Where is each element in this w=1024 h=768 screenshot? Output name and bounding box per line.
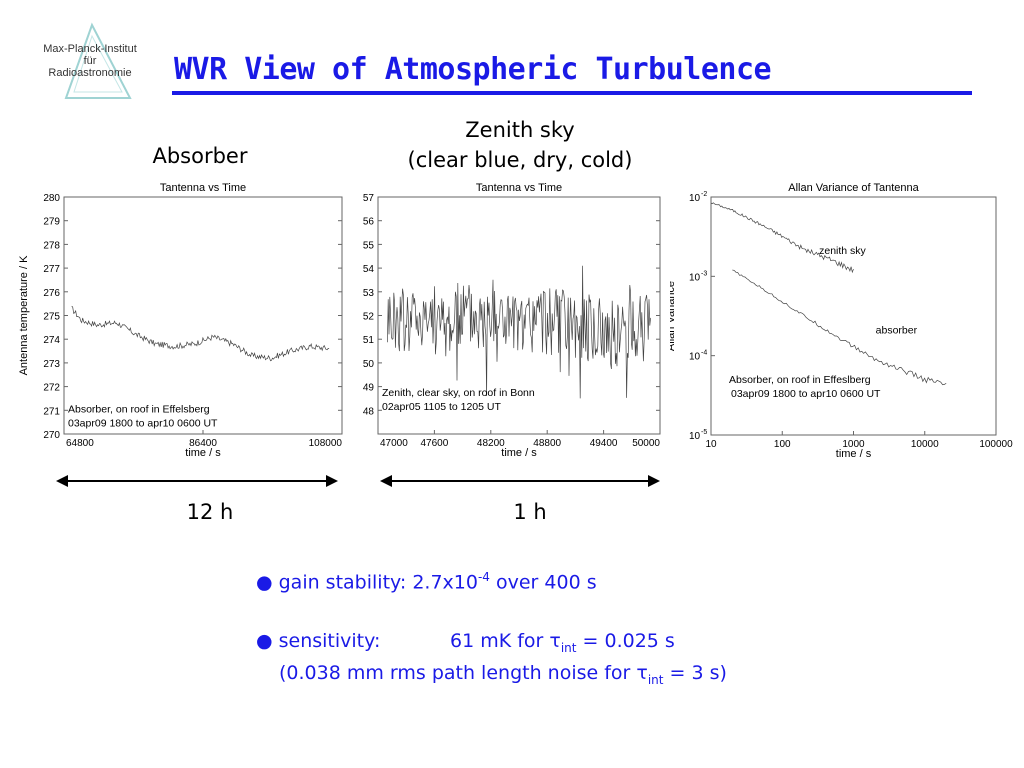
- chart-allan-variance: Allan Variance of Tantenna time / s Allan …: [670, 182, 1013, 460]
- y-tick-label: 52: [363, 312, 375, 323]
- y-tick-exponent: -4: [701, 350, 707, 357]
- x-tick-label: 100: [774, 439, 791, 450]
- sensitivity-value: 61 mK for τ: [450, 630, 561, 652]
- duration-arrow-right: [380, 475, 660, 487]
- y-tick-label: 53: [363, 288, 375, 299]
- x-tick-label: 108000: [309, 438, 343, 449]
- y-tick-exponent: -2: [701, 191, 707, 198]
- chart-annotation: 03apr09 1800 to apr10 0600 UT: [68, 418, 218, 430]
- x-tick-label: 47600: [420, 438, 448, 449]
- y-tick-label: 274: [43, 335, 60, 346]
- y-tick-label: 50: [363, 359, 375, 370]
- x-tick-label: 47000: [380, 438, 408, 449]
- chart-title: Tantenna vs Time: [160, 182, 246, 194]
- y-tick-label: 278: [43, 240, 60, 251]
- plot-frame: [63, 196, 343, 435]
- x-axis-label: time / s: [501, 447, 537, 459]
- y-tick-label: 273: [43, 359, 60, 370]
- y-tick-label: 56: [363, 217, 375, 228]
- y-axis-label: Allan Variance: [670, 281, 677, 351]
- y-tick-label: 271: [43, 406, 60, 417]
- x-tick-label: 100000: [979, 439, 1013, 450]
- duration-1h: 1 h: [513, 500, 547, 524]
- y-tick-label: 10: [689, 272, 701, 283]
- y-tick-label: 276: [43, 288, 60, 299]
- x-tick-label: 10: [705, 439, 717, 450]
- duration-12h: 12 h: [186, 500, 234, 524]
- y-tick-label: 54: [363, 264, 375, 275]
- y-tick-exponent: -3: [701, 270, 707, 277]
- sensitivity-subscript: int: [560, 640, 577, 655]
- y-tick-label: 55: [363, 240, 375, 251]
- x-tick-label: 10000: [911, 439, 939, 450]
- slide-title: WVR View of Atmospheric Turbulence: [174, 52, 772, 87]
- series-line: [387, 265, 651, 399]
- logo-line: für: [83, 55, 97, 67]
- duration-arrow-left: [56, 475, 338, 487]
- y-tick-label: 272: [43, 383, 60, 394]
- x-axis-label: time / s: [185, 447, 221, 459]
- y-tick-label: 279: [43, 217, 60, 228]
- chart-absorber-timeseries: Tantenna vs Time time / s Antenna temperat…: [18, 182, 343, 459]
- caption-absorber: Absorber: [152, 144, 248, 168]
- gain-suffix: over 400 s: [489, 571, 597, 594]
- x-tick-label: 48200: [477, 438, 505, 449]
- chart-annotation: 03apr09 1800 to apr10 0600 UT: [731, 388, 881, 400]
- y-tick-label: 280: [43, 193, 60, 204]
- y-tick-label: 275: [43, 312, 60, 323]
- x-tick-label: 1000: [842, 439, 865, 450]
- series-line: [71, 305, 330, 362]
- sensitivity-prefix: ● sensitivity:: [256, 630, 381, 652]
- caption-zenith-line2: (clear blue, dry, cold): [407, 148, 633, 172]
- title-underline: [172, 91, 972, 95]
- y-tick-label: 10: [689, 352, 701, 363]
- y-tick-label: 57: [363, 193, 375, 204]
- series-label: zenith sky: [819, 245, 866, 257]
- caption-zenith-line1: Zenith sky: [465, 118, 575, 142]
- sensitivity-suffix: = 0.025 s: [576, 630, 675, 652]
- y-tick-label: 48: [363, 406, 375, 417]
- x-tick-label: 48800: [533, 438, 561, 449]
- noise-subscript: int: [647, 672, 664, 687]
- chart-annotation: 02apr05 1105 to 1205 UT: [382, 401, 501, 413]
- bullet-noise-line: (0.038 mm rms path length noise for τint…: [279, 662, 727, 687]
- noise-prefix: (0.038 mm rms path length noise for τ: [279, 662, 648, 684]
- chart-title: Allan Variance of Tantenna: [788, 182, 919, 194]
- bullet-sensitivity: ● sensitivity:: [256, 630, 380, 652]
- gain-exponent: -4: [477, 570, 490, 584]
- x-tick-label: 86400: [189, 438, 217, 449]
- y-tick-label: 10: [689, 193, 701, 204]
- chart-annotation: Absorber, on roof in Effelsberg: [68, 404, 210, 416]
- x-tick-label: 50000: [632, 438, 660, 449]
- y-tick-label: 10: [689, 431, 701, 442]
- series-line: [710, 202, 854, 274]
- y-tick-label: 270: [43, 430, 60, 441]
- series-line: [732, 269, 947, 386]
- x-axis-label: time / s: [836, 448, 872, 460]
- logo-line: Max-Planck-Institut: [43, 43, 137, 55]
- bullet-gain-stability: ● gain stability: 2.7x10-4 over 400 s: [256, 570, 597, 593]
- y-tick-label: 277: [43, 264, 60, 275]
- x-tick-label: 49400: [590, 438, 618, 449]
- sensitivity-value-line: 61 mK for τint = 0.025 s: [450, 630, 675, 655]
- chart-title: Tantenna vs Time: [476, 182, 562, 194]
- gain-prefix: ● gain stability: 2.7x10: [256, 571, 478, 594]
- y-tick-exponent: -5: [701, 429, 707, 436]
- x-tick-label: 64800: [66, 438, 94, 449]
- chart-annotation: Absorber, on roof in Effeslberg: [729, 374, 871, 386]
- logo-line: Radioastronomie: [48, 67, 132, 79]
- series-label: absorber: [876, 325, 918, 337]
- noise-suffix: = 3 s): [663, 662, 727, 684]
- institute-logo: Max-Planck-Institut für Radioastronomie: [30, 22, 150, 100]
- chart-annotation: Zenith, clear sky, on roof in Bonn: [382, 387, 535, 399]
- y-tick-label: 49: [363, 383, 375, 394]
- logo-triangle-icon: [64, 22, 132, 99]
- y-axis-label: Antenna temperature / K: [18, 255, 30, 376]
- y-tick-label: 51: [363, 335, 375, 346]
